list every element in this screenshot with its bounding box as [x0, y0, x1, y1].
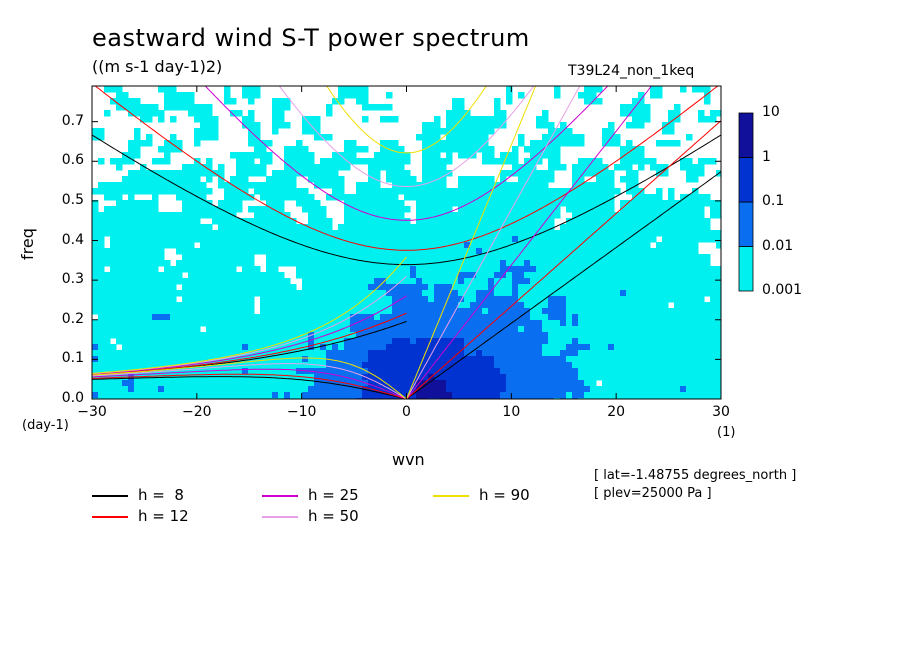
x-tick-label: −10 [286, 404, 317, 420]
x-tick-label: 10 [502, 404, 521, 420]
legend-label: h = 25 [308, 486, 359, 504]
y-tick-label: 0.0 [61, 390, 84, 406]
mrg-curve-h25 [92, 295, 407, 375]
legend-swatch [262, 516, 298, 518]
ig-curve-h50 [278, 86, 535, 187]
legend-swatch [92, 495, 128, 497]
ig-curve-h90 [326, 86, 487, 154]
colorbar-label: 0.01 [762, 237, 794, 254]
colorbar-label: 1 [762, 148, 771, 165]
kelvin-curve-h12 [406, 120, 721, 399]
y-tick-label: 0.6 [61, 152, 84, 169]
chart-title: eastward wind S-T power spectrum [92, 24, 530, 52]
y-tick-label: 0.1 [61, 350, 84, 367]
kelvin-curve-h90 [406, 86, 537, 399]
ig-curve-h25 [204, 86, 609, 221]
legend-label: h = 90 [479, 486, 530, 504]
chart-subtitle: ((m s-1 day-1)2) [92, 57, 223, 76]
y-tick-label: 0.5 [61, 191, 84, 208]
y-axis-label: freq [18, 228, 37, 260]
run-label: T39L24_non_1keq [568, 63, 695, 79]
ig-curve-h12 [94, 86, 719, 251]
colorbar-label: 10 [762, 104, 780, 120]
colorbar-label: 0.001 [762, 282, 803, 298]
ig-curve-h8 [92, 134, 721, 266]
x-axis-label: wvn [392, 450, 425, 469]
legend-swatch [262, 495, 298, 497]
latitude-annotation: [ lat=-1.48755 degrees_north ] [594, 468, 797, 483]
colorbar-swatch [738, 201, 754, 247]
legend-swatch [433, 495, 469, 497]
legend-swatch [92, 516, 128, 518]
mrg-curve-h90 [92, 256, 407, 374]
legend-label: h = 12 [138, 507, 189, 525]
x-tick-label: 0 [402, 404, 411, 420]
legend-label: h = 8 [138, 486, 184, 504]
x-tick-label: 20 [607, 404, 626, 420]
rossby-curve-h25 [92, 368, 407, 399]
mrg-curve-h12 [92, 312, 407, 376]
y-tick-label: 0.2 [61, 310, 84, 327]
kelvin-curve-h25 [406, 86, 653, 399]
x-axis-unit: (1) [717, 425, 736, 440]
colorbar-swatch [738, 246, 754, 292]
rossby-curve-h8 [92, 376, 407, 399]
y-tick-label: 0.3 [61, 271, 84, 288]
y-tick-label: 0.4 [61, 231, 84, 248]
colorbar-swatch [738, 157, 754, 203]
legend-label: h = 50 [308, 507, 359, 525]
x-tick-label: −30 [77, 404, 107, 420]
y-tick-label: 0.7 [61, 112, 84, 129]
rossby-curve-h50 [92, 363, 407, 399]
kelvin-curve-h50 [406, 86, 581, 399]
y-axis-unit: (day-1) [22, 418, 69, 433]
rossby-curve-h12 [92, 373, 407, 399]
colorbar-swatch [738, 112, 754, 158]
dispersion-curves [92, 86, 721, 399]
x-tick-label: 30 [712, 404, 730, 420]
rossby-curve-h90 [92, 357, 407, 399]
colorbar-label: 0.1 [762, 193, 785, 209]
x-tick-label: −20 [182, 404, 212, 420]
heatmap-field [92, 86, 721, 399]
kelvin-curve-h8 [406, 171, 721, 399]
pressure-annotation: [ plev=25000 Pa ] [594, 486, 712, 501]
